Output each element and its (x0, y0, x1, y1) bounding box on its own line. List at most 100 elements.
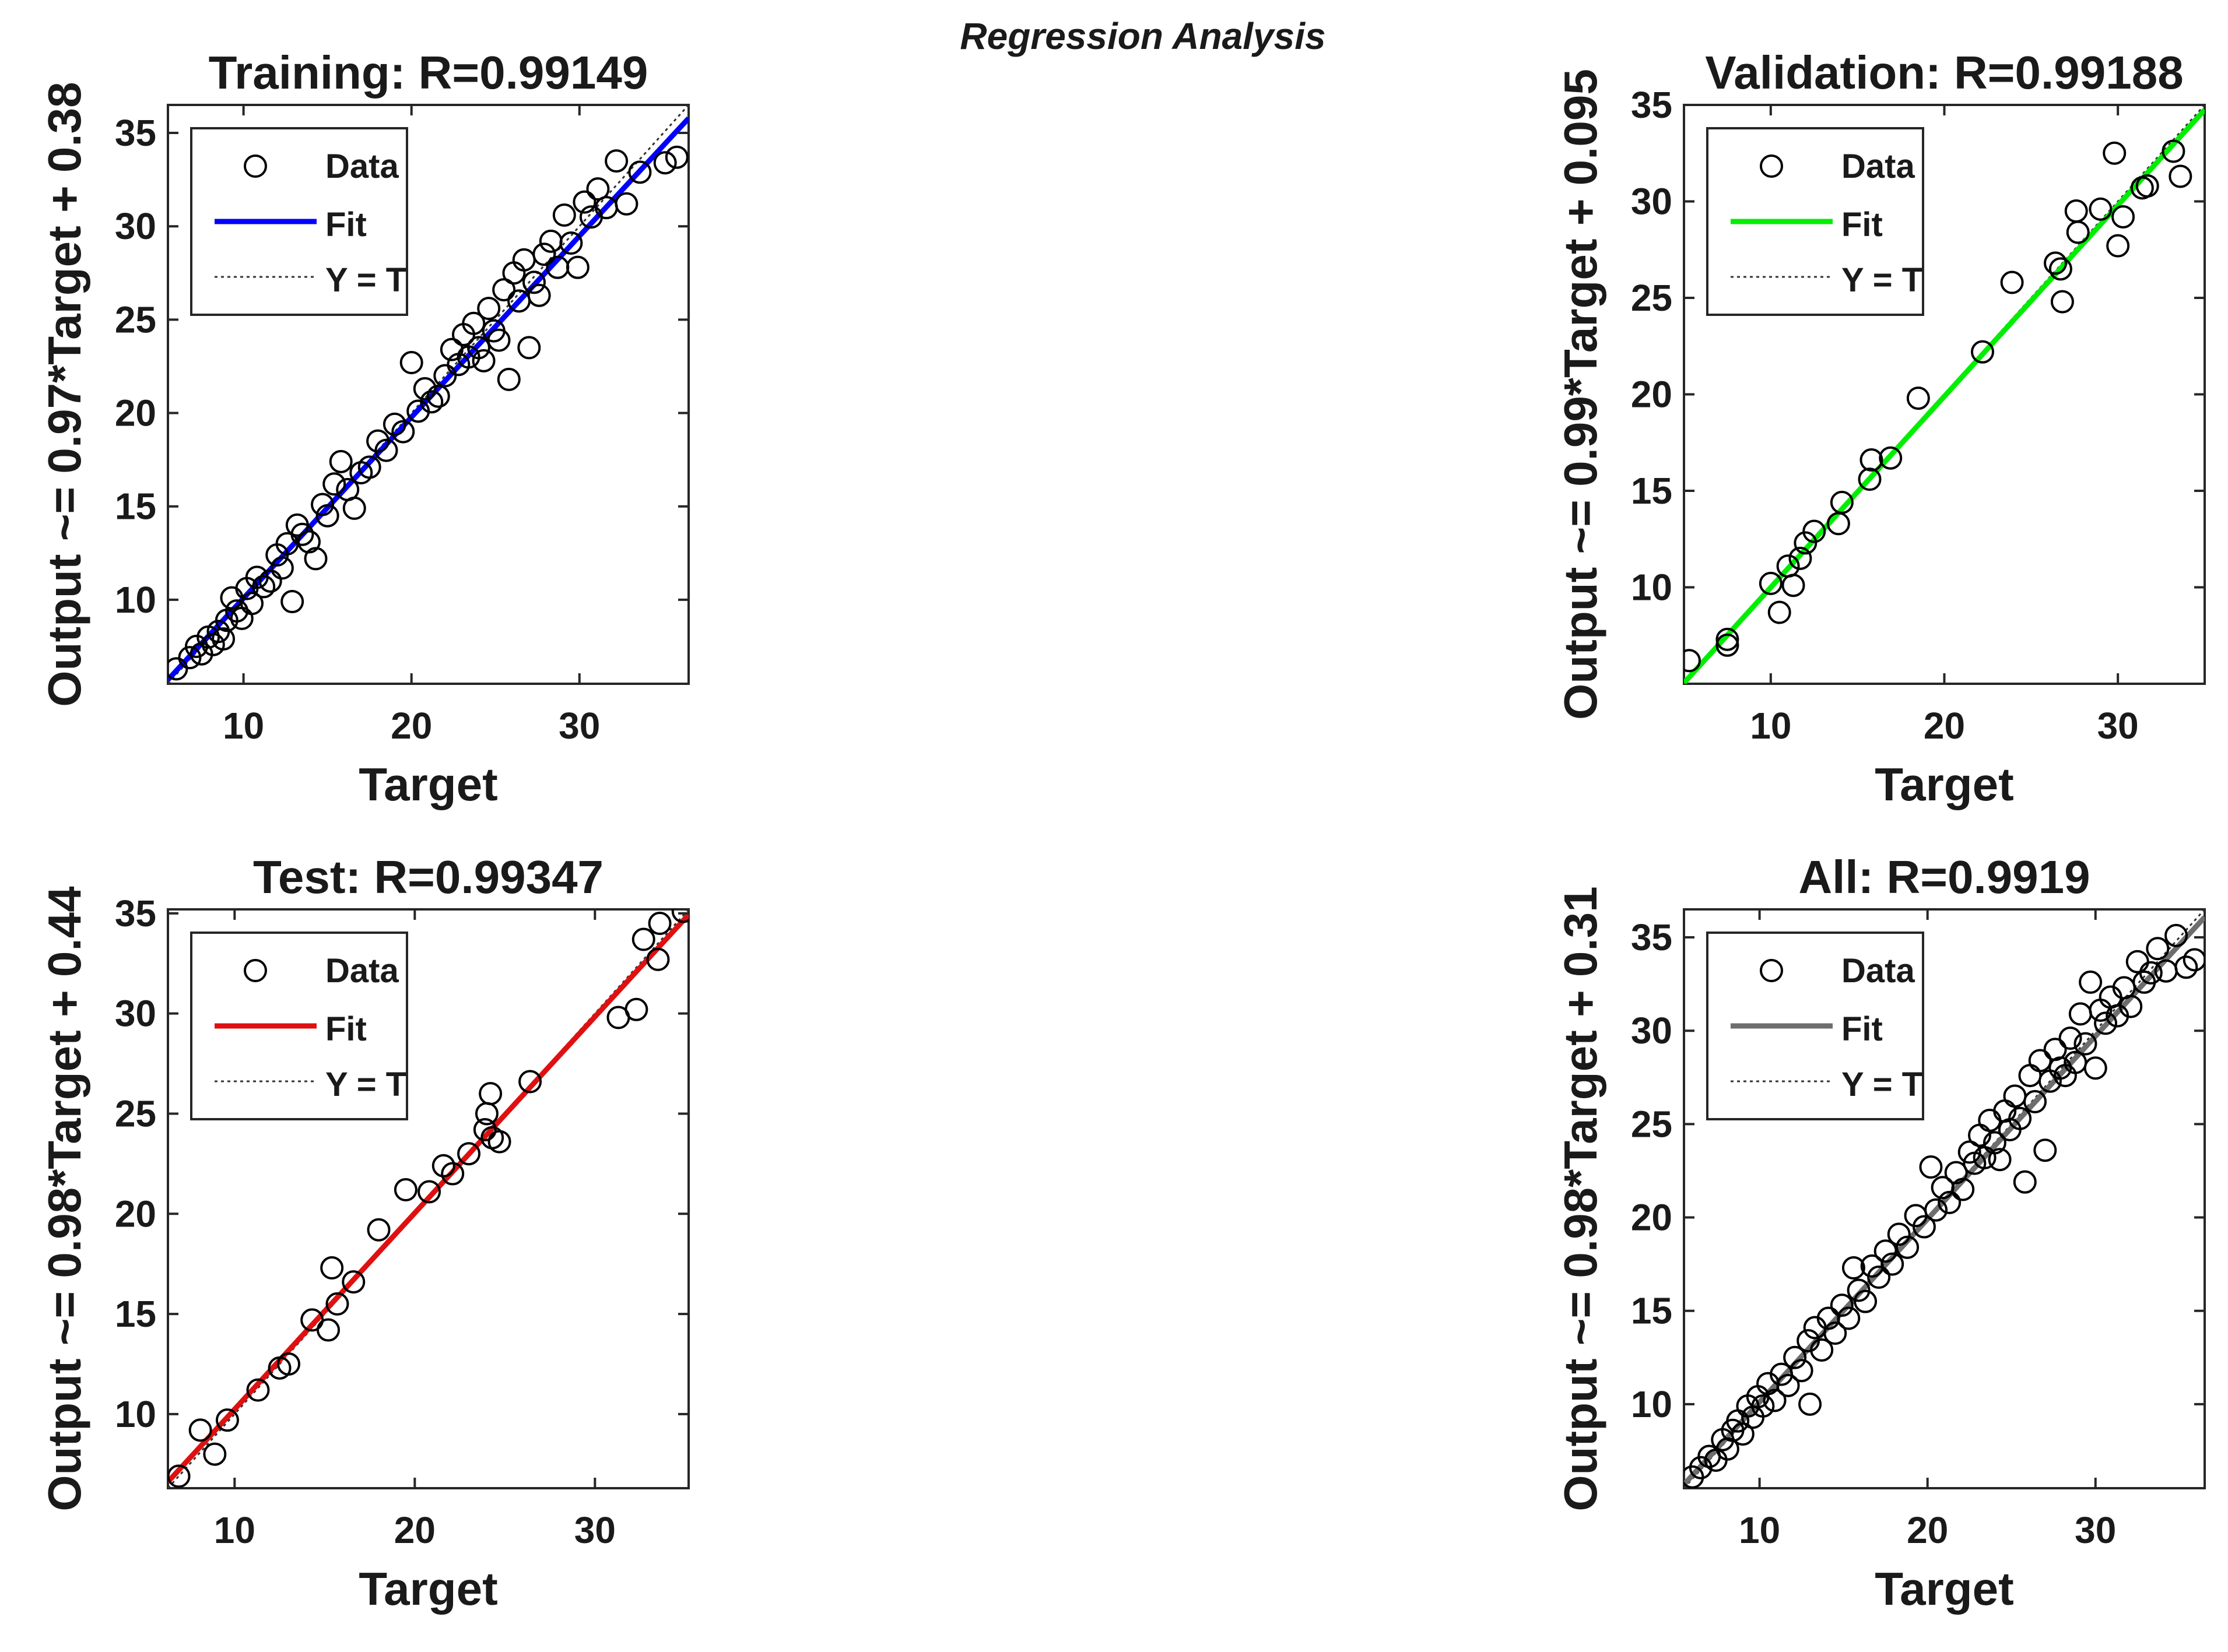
test-data-point (671, 909, 689, 923)
validation-legend-label: Data (1841, 147, 1915, 185)
training-data-point (628, 160, 652, 184)
all-data-point (1957, 1140, 1981, 1164)
all-data-point (1988, 1148, 2012, 1172)
validation-data-point (2169, 164, 2192, 188)
training-xtick-label: 10 (223, 705, 264, 747)
validation-data-point (1788, 546, 1812, 570)
all-data-point (1944, 1161, 1968, 1184)
all-data-point (1763, 1389, 1787, 1412)
training-data-point (297, 530, 321, 554)
validation-data-point (2162, 139, 2185, 163)
validation-xtick-label: 30 (2097, 705, 2139, 747)
training-data-point (240, 592, 264, 616)
validation-ytick-label: 35 (1631, 84, 1672, 126)
validation-data-point (1684, 649, 1701, 673)
test-data-point (518, 1070, 542, 1094)
training-ytick-label: 20 (115, 392, 156, 434)
test-legend-label: Data (325, 952, 399, 990)
test-data-point (624, 997, 648, 1021)
validation-fit-line (1684, 108, 2205, 684)
all-legend-data-marker (1760, 959, 1783, 982)
all-data-point (2174, 955, 2198, 979)
all-data-point (1841, 1256, 1865, 1280)
all-data-point (1783, 1345, 1807, 1369)
validation-data-point (1858, 468, 1882, 491)
training-title: Training: R=0.99149 (209, 47, 648, 99)
validation-data-point (1802, 519, 1826, 543)
training-legend-label: Y = T (325, 261, 406, 299)
test-data-point (473, 1117, 497, 1141)
validation-data-point (1879, 446, 1903, 470)
test-data-point (342, 1270, 366, 1294)
all-data-point (1912, 1215, 1936, 1239)
all-data-point (1790, 1359, 1813, 1383)
all-legend-label: Data (1841, 952, 1915, 990)
all-data-point (1887, 1222, 1911, 1246)
training-data-point (413, 377, 437, 400)
validation-title: Validation: R=0.99188 (1705, 47, 2183, 99)
training-legend-label: Fit (325, 206, 367, 244)
all-legend-label: Fit (1841, 1010, 1883, 1048)
validation-data-point (1715, 627, 1739, 651)
validation-xlabel: Target (1875, 758, 2014, 810)
all-data-point (1919, 1155, 1943, 1179)
training-data-point (357, 455, 381, 479)
training-xtick-label: 30 (559, 705, 600, 747)
validation-data-point (2135, 174, 2159, 198)
all-xlabel: Target (1875, 1563, 2014, 1615)
test-legend-data-marker (244, 959, 267, 982)
test-data-point (394, 1178, 417, 1202)
all-data-point (2033, 1138, 2057, 1162)
validation-xtick-label: 20 (1924, 705, 1965, 747)
validation-data-point (1781, 574, 1805, 597)
test-data-point (367, 1218, 391, 1242)
test-ytick-label: 20 (115, 1193, 156, 1235)
training-legend-label: Data (325, 147, 399, 185)
training-data-point (399, 351, 423, 375)
validation-data-point (1859, 448, 1883, 472)
test-ytick-label: 25 (115, 1092, 156, 1134)
all-data-point (2023, 1089, 2047, 1113)
training-data-point (212, 627, 236, 651)
validation-ytick-label: 25 (1631, 277, 1672, 319)
test-ytick-label: 35 (115, 892, 156, 934)
training-data-point (304, 547, 328, 571)
training-ylabel: Output ~= 0.97*Target + 0.38 (38, 82, 90, 707)
validation-data-point (1970, 340, 1994, 364)
test-data-point (203, 1442, 227, 1466)
all-data-point (2058, 1027, 2082, 1050)
validation-data-point (1715, 633, 1739, 657)
test-data-point (277, 1352, 301, 1376)
all-data-point (2048, 1056, 2072, 1080)
training-data-point (522, 270, 546, 294)
figure-title: Regression Analysis (960, 15, 1325, 57)
validation-data-point (2044, 251, 2068, 275)
validation-data-point (1767, 600, 1791, 624)
training-data-point (322, 472, 346, 496)
training-data-point (492, 278, 516, 302)
training-data-point (420, 390, 444, 414)
test-data-point (487, 1130, 511, 1154)
all-ytick-label: 20 (1631, 1197, 1672, 1239)
all-data-point (2083, 1056, 2107, 1080)
training-data-point (258, 569, 282, 593)
all-data-point (1776, 1373, 1800, 1397)
all-data-point (1823, 1321, 1847, 1345)
validation-data-point (2089, 197, 2113, 221)
all-legend-label: Y = T (1841, 1066, 1922, 1103)
test-data-point (215, 1408, 239, 1432)
all-data-point (2013, 1170, 2037, 1194)
test-data-point (457, 1142, 481, 1166)
all-xtick-label: 10 (1739, 1509, 1780, 1551)
training-data-point (653, 151, 677, 175)
test-data-point (188, 1418, 212, 1442)
all-data-point (2146, 937, 2170, 961)
training-panel: 10 20 30 10 15 20 25 30 35 Training: R=0.99149 Tar… (38, 47, 690, 810)
all-data-point (1867, 1266, 1891, 1289)
test-xtick-label: 30 (574, 1509, 616, 1551)
validation-data-point (1830, 490, 1854, 514)
test-data-point (648, 912, 672, 936)
all-ytick-label: 25 (1631, 1103, 1672, 1145)
training-data-point (315, 504, 339, 528)
training-data-point (665, 145, 689, 169)
